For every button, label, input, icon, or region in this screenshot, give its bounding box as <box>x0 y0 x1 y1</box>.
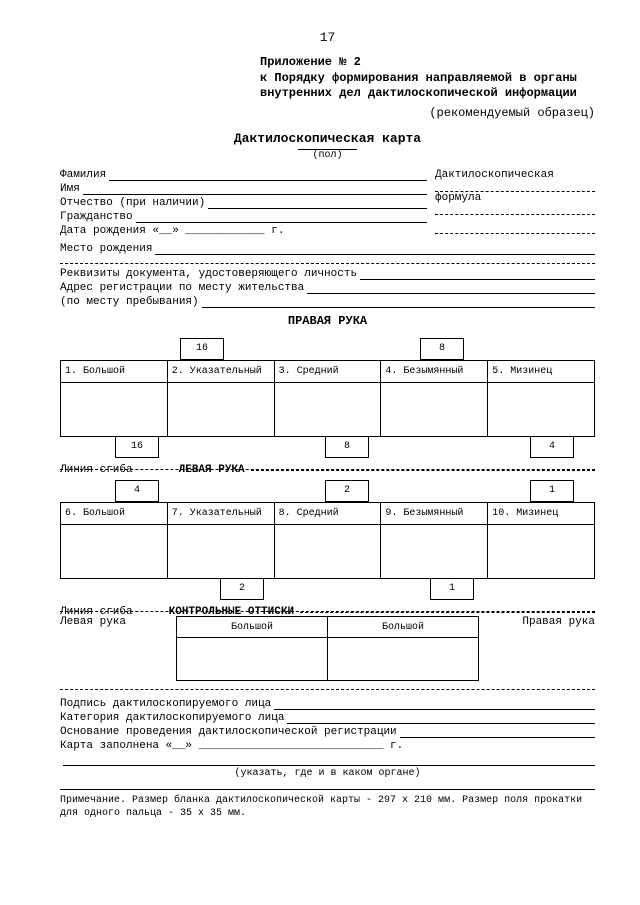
lbl-pob: Место рождения <box>60 243 152 255</box>
lbl-reason: Основание проведения дактилоскопической … <box>60 726 397 738</box>
separator-1 <box>60 263 595 264</box>
left-hand-block: 4 2 1 6. Большой 7. Указательный 8. Сред… <box>60 476 595 596</box>
lbl-sign: Подпись дактилоскопируемого лица <box>60 698 271 710</box>
formula-line3[interactable] <box>435 223 595 234</box>
rh-finger-4: 4. Безымянный <box>381 361 488 383</box>
input-patronymic[interactable] <box>208 197 427 209</box>
lbl-patronymic: Отчество (при наличии) <box>60 197 205 209</box>
fold-label-1: Линия сгиба <box>60 464 173 476</box>
lbl-formula: формула <box>435 192 595 204</box>
lh-bot-tab-2: 1 <box>430 578 474 600</box>
rh-bot-tab-1: 16 <box>115 436 159 458</box>
rh-bot-tab-3: 4 <box>530 436 574 458</box>
personal-block: Фамилия Имя Отчество (при наличии) Гражд… <box>60 169 595 239</box>
input-pob[interactable] <box>155 243 595 255</box>
ctrl-print-2[interactable] <box>328 638 479 681</box>
lh-print-5[interactable] <box>488 525 595 579</box>
separator-2 <box>60 689 595 690</box>
lh-top-tab-2: 2 <box>325 480 369 502</box>
lbl-citizenship: Гражданство <box>60 211 133 223</box>
fold-line-1: Линия сгиба ЛЕВАЯ РУКА <box>60 464 595 476</box>
rh-print-3[interactable] <box>274 383 381 437</box>
right-hand-table: 1. Большой 2. Указательный 3. Средний 4.… <box>60 360 595 437</box>
lh-finger-1: 6. Большой <box>61 503 168 525</box>
input-reason[interactable] <box>400 726 595 738</box>
page-number: 17 <box>60 30 595 45</box>
left-hand-table: 6. Большой 7. Указательный 8. Средний 9.… <box>60 502 595 579</box>
rh-print-1[interactable] <box>61 383 168 437</box>
input-reg[interactable] <box>307 282 595 294</box>
input-sign[interactable] <box>274 698 595 710</box>
rh-print-2[interactable] <box>167 383 274 437</box>
lbl-reg: Адрес регистрации по месту жительства <box>60 282 304 294</box>
right-hand-title: ПРАВАЯ РУКА <box>60 314 595 328</box>
lh-print-3[interactable] <box>274 525 381 579</box>
lh-finger-3: 8. Средний <box>274 503 381 525</box>
control-table: БольшойБольшой <box>176 616 479 681</box>
right-hand-block: 16 8 1. Большой 2. Указательный 3. Средн… <box>60 334 595 454</box>
lh-top-tab-3: 1 <box>530 480 574 502</box>
formula-line2[interactable] <box>435 204 595 215</box>
rh-bot-tab-2: 8 <box>325 436 369 458</box>
ctrl-col2: Большой <box>328 617 479 638</box>
lh-print-2[interactable] <box>167 525 274 579</box>
ctrl-left-label: Левая рука <box>60 616 170 681</box>
control-block: Левая рука БольшойБольшой Правая рука <box>60 616 595 681</box>
lbl-stay: (по месту пребывания) <box>60 296 199 308</box>
lbl-dact: Дактилоскопическая <box>435 169 595 181</box>
input-doc[interactable] <box>360 268 595 280</box>
lbl-cat: Категория дактилоскопируемого лица <box>60 712 284 724</box>
where-hint: (указать, где и в каком органе) <box>60 768 595 779</box>
lh-finger-5: 10. Мизинец <box>488 503 595 525</box>
rh-top-tab-2: 8 <box>420 338 464 360</box>
rh-print-5[interactable] <box>488 383 595 437</box>
lbl-dob: Дата рождения «__» ____________ г. <box>60 225 284 237</box>
hr <box>60 789 595 790</box>
ctrl-right-label: Правая рука <box>485 616 595 681</box>
footer-block: Подпись дактилоскопируемого лица Категор… <box>60 698 595 779</box>
lh-print-4[interactable] <box>381 525 488 579</box>
lh-bot-tab-1: 2 <box>220 578 264 600</box>
input-stay[interactable] <box>202 296 595 308</box>
footnote: Примечание. Размер бланка дактилоскопиче… <box>60 794 595 820</box>
lh-print-1[interactable] <box>61 525 168 579</box>
appendix-line1: Приложение № 2 <box>260 55 595 71</box>
appendix-line2: к Порядку формирования направляемой в ор… <box>260 71 595 102</box>
lh-finger-4: 9. Безымянный <box>381 503 488 525</box>
rh-top-tab-1: 16 <box>180 338 224 360</box>
lbl-doc: Реквизиты документа, удостоверяющего лич… <box>60 268 357 280</box>
left-hand-title: ЛЕВАЯ РУКА <box>173 464 251 476</box>
lbl-name: Имя <box>60 183 80 195</box>
rh-finger-5: 5. Мизинец <box>488 361 595 383</box>
ctrl-print-1[interactable] <box>177 638 328 681</box>
lbl-surname: Фамилия <box>60 169 106 181</box>
input-name[interactable] <box>83 183 427 195</box>
lh-top-tab-1: 4 <box>115 480 159 502</box>
input-where[interactable] <box>63 754 595 766</box>
rh-finger-1: 1. Большой <box>61 361 168 383</box>
appendix-reco: (рекомендуемый образец) <box>260 106 595 122</box>
formula-block: Дактилоскопическая формула <box>435 169 595 239</box>
lbl-filled: Карта заполнена «__» ___________________… <box>60 740 403 752</box>
formula-line1[interactable] <box>435 181 595 192</box>
lh-finger-2: 7. Указательный <box>167 503 274 525</box>
appendix-block: Приложение № 2 к Порядку формирования на… <box>260 55 595 121</box>
input-citizenship[interactable] <box>136 211 427 223</box>
input-cat[interactable] <box>287 712 595 724</box>
rh-finger-3: 3. Средний <box>274 361 381 383</box>
ctrl-col1: Большой <box>177 617 328 638</box>
rh-print-4[interactable] <box>381 383 488 437</box>
rh-finger-2: 2. Указательный <box>167 361 274 383</box>
form-title: Дактилоскопическая карта <box>60 131 595 146</box>
input-surname[interactable] <box>109 169 427 181</box>
sex-label: (пол) <box>60 150 595 161</box>
